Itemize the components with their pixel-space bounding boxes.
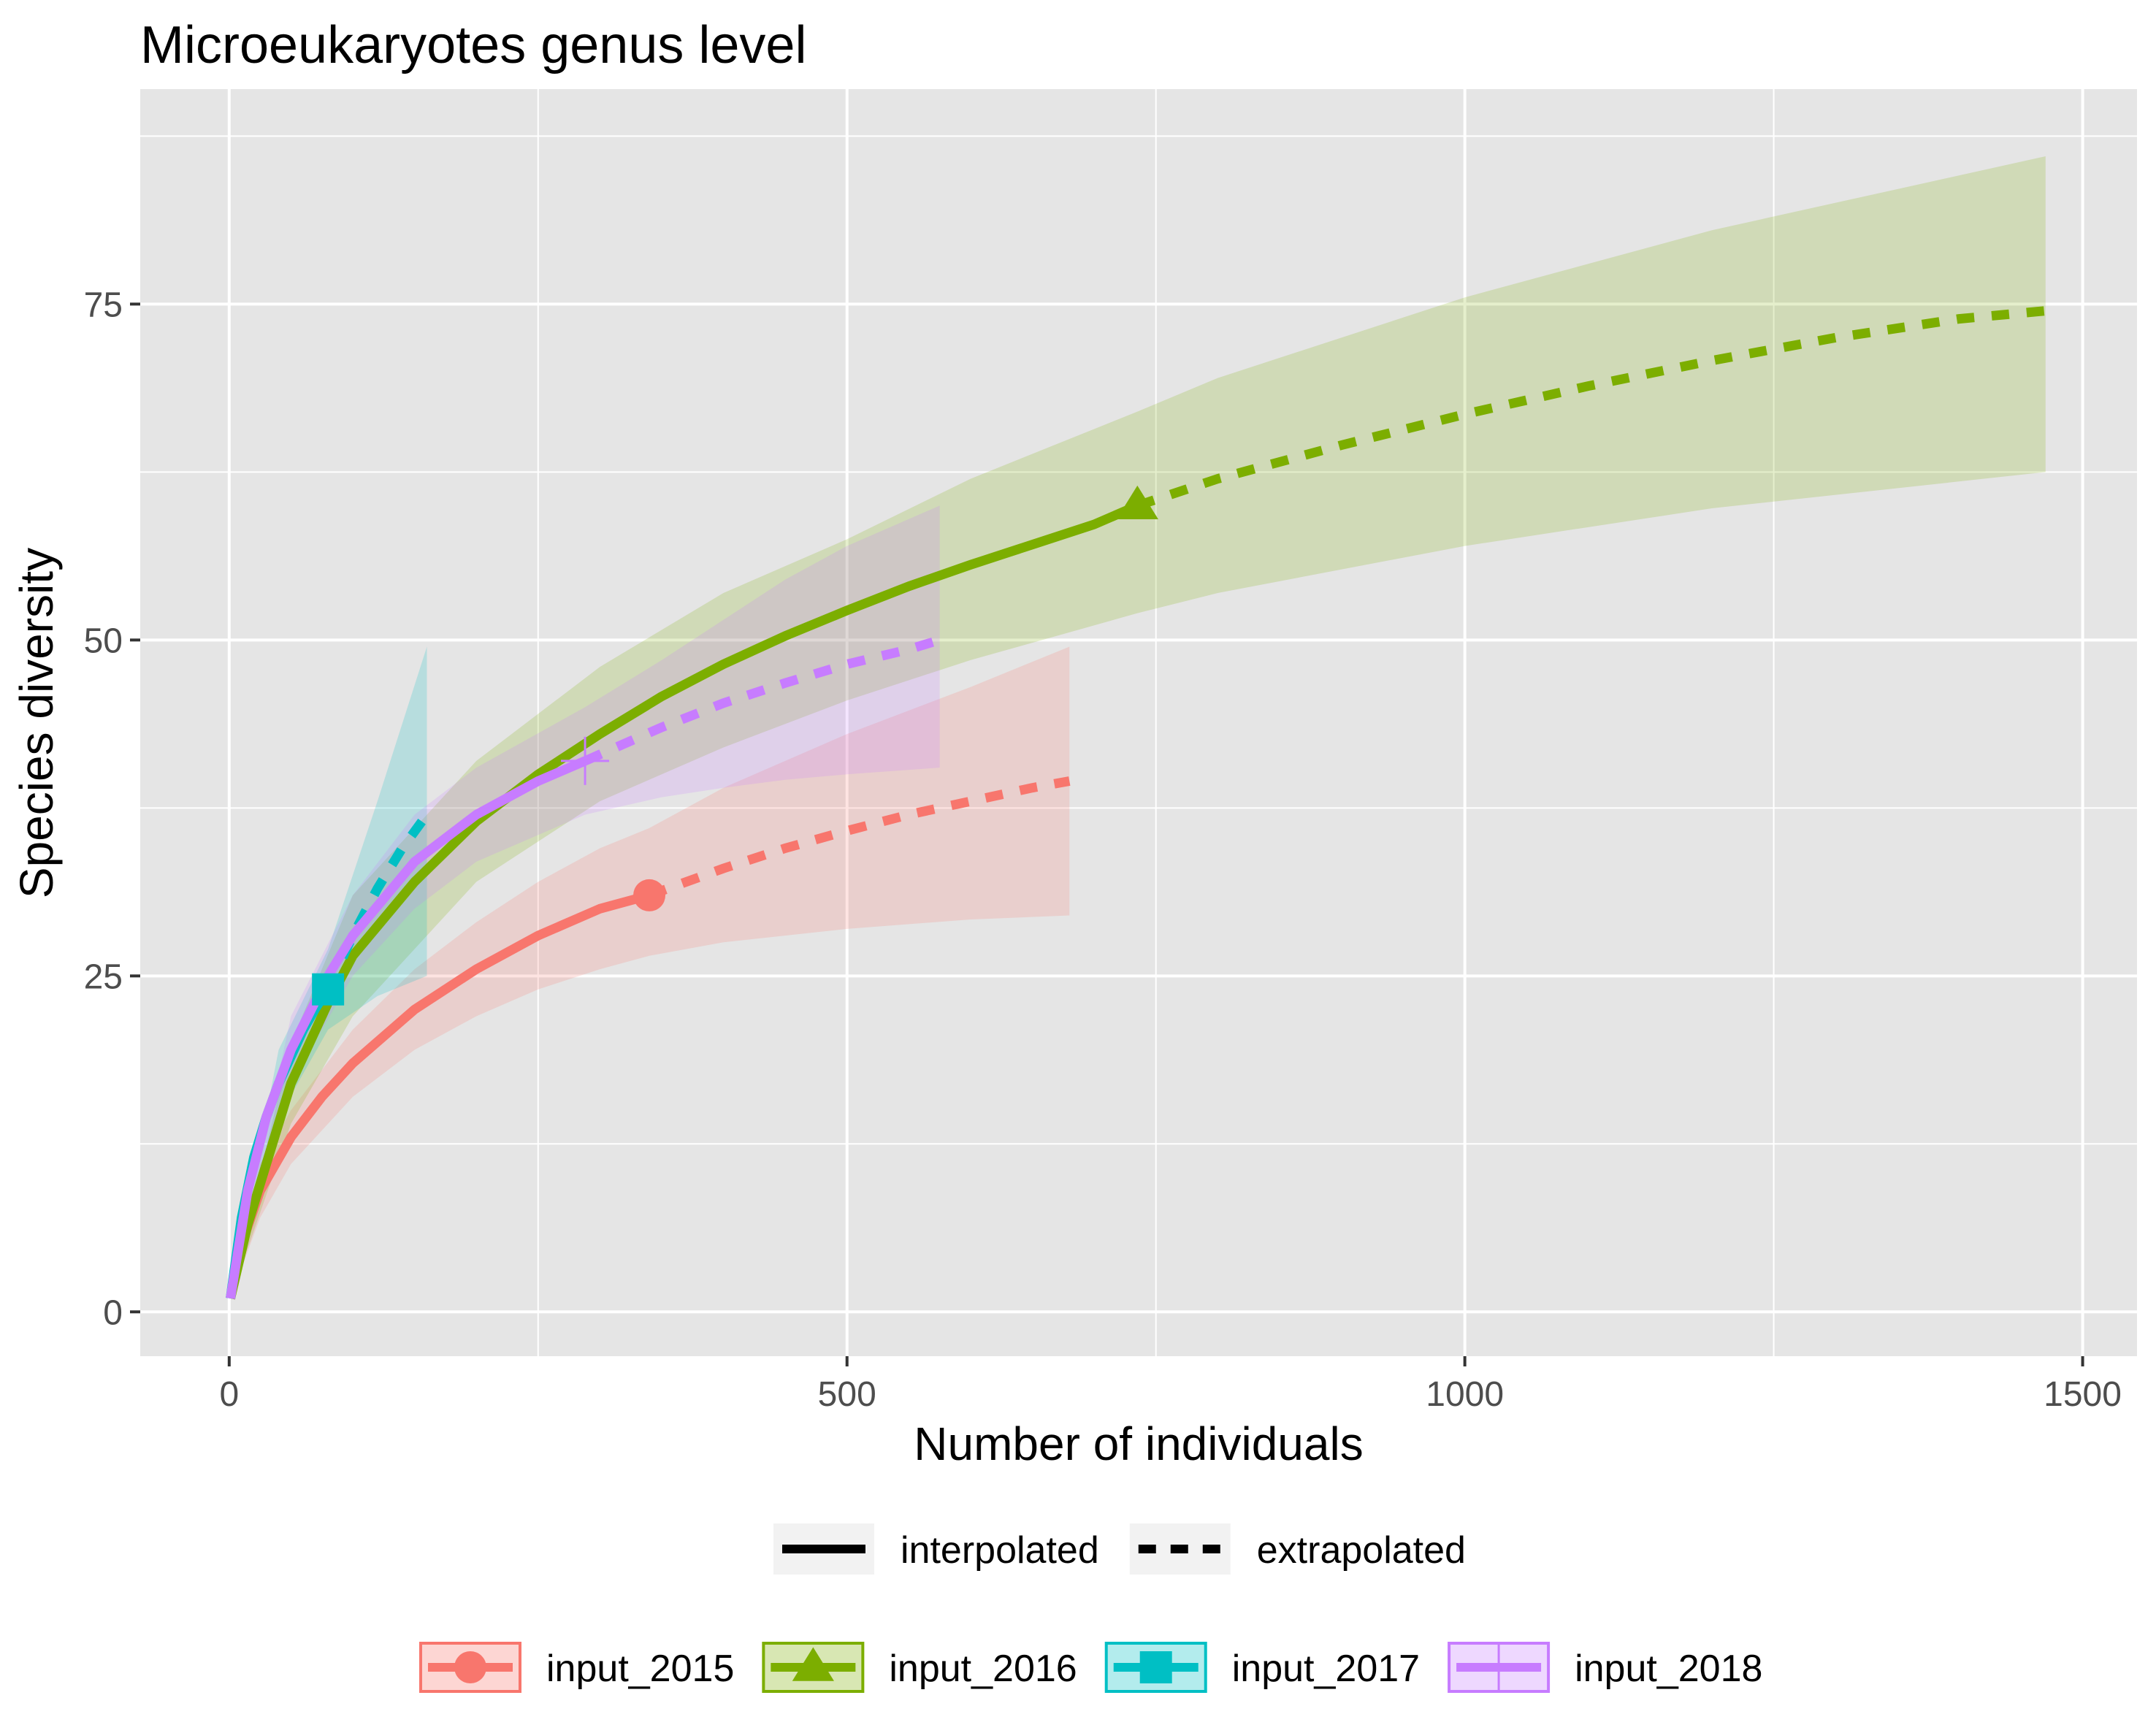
series-legend-label: input_2016: [889, 1648, 1077, 1690]
series-legend-label: input_2017: [1232, 1648, 1420, 1690]
series-legend-key-marker: [1475, 1643, 1524, 1691]
extrapolated-line-input_2018: [583, 635, 941, 765]
ci-ribbon-input_2015: [230, 646, 1070, 1298]
observed-marker-input_2018: [561, 736, 610, 785]
extrapolated-line-input_2015: [647, 776, 1071, 900]
method-legend-item-interpolated: interpolated: [773, 1523, 1099, 1575]
observed-marker-input_2016: [1116, 485, 1158, 520]
series-legend-label: input_2015: [546, 1648, 734, 1690]
x-tick-label: 0: [219, 1375, 239, 1414]
chart-title: Microeukaryotes genus level: [140, 16, 806, 74]
series-legend-key-marker: [792, 1647, 834, 1681]
y-tick-label: 0: [103, 1293, 123, 1332]
axis-ticks: 0 500 1000 1500 0 25 50 75: [84, 286, 2122, 1414]
observed-markers: [312, 485, 1158, 1006]
interpolated-line-input_2018: [226, 756, 587, 1299]
ci-ribbon-input_2016: [230, 156, 2046, 1298]
interpolated-line-input_2016: [226, 501, 1139, 1300]
observed-marker-input_2017: [312, 973, 345, 1006]
x-axis-title: Number of individuals: [914, 1418, 1363, 1470]
series-lines: [226, 306, 2046, 1300]
method-legend: interpolated extrapolated: [773, 1523, 1466, 1575]
series-legend-key-marker: [454, 1651, 486, 1683]
method-legend-item-extrapolated: extrapolated: [1129, 1523, 1466, 1575]
series-legend-item-input_2018: input_2018: [1448, 1642, 1762, 1693]
y-tick-label: 75: [84, 286, 123, 324]
series-legend-label: input_2018: [1575, 1648, 1762, 1690]
y-axis-title: Species diversity: [10, 548, 63, 898]
grid-lines: [140, 89, 2137, 1356]
x-tick-label: 1000: [1426, 1375, 1504, 1414]
ci-ribbon-input_2018: [230, 505, 940, 1298]
y-tick-label: 25: [84, 957, 123, 996]
series-legend: input_2015 input_2016 input_2017 input_2018: [419, 1642, 1762, 1693]
series-legend-item-input_2016: input_2016: [762, 1642, 1077, 1693]
method-legend-label: extrapolated: [1257, 1529, 1466, 1572]
method-legend-label: interpolated: [901, 1529, 1099, 1572]
y-tick-label: 50: [84, 621, 123, 660]
x-tick-label: 500: [818, 1375, 876, 1414]
x-tick-label: 1500: [2044, 1375, 2122, 1414]
series-legend-item-input_2015: input_2015: [419, 1642, 734, 1693]
observed-marker-input_2015: [633, 879, 666, 911]
plot-panel: [140, 89, 2137, 1356]
series-legend-key-marker: [1139, 1651, 1172, 1683]
extrapolated-line-input_2016: [1136, 306, 2046, 510]
series-legend-item-input_2017: input_2017: [1104, 1642, 1420, 1693]
